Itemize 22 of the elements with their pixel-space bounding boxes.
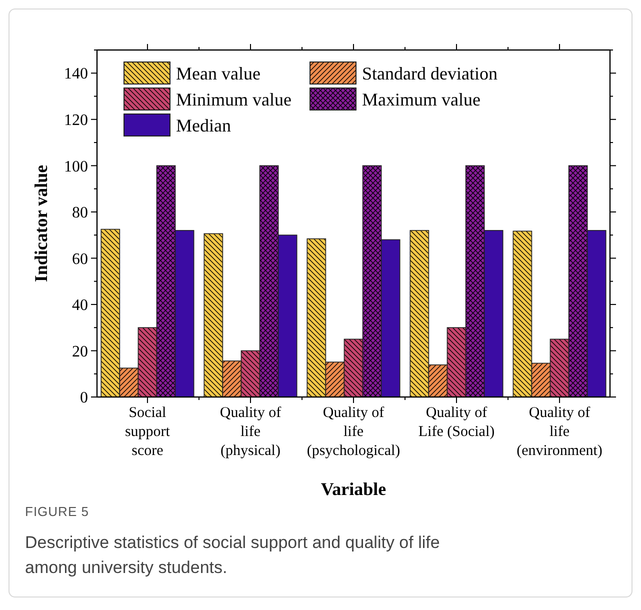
legend-label: Maximum value bbox=[362, 89, 480, 110]
y-tick-label: 120 bbox=[64, 112, 88, 129]
text: Descriptive statistics of social support and quality of life among university students. bbox=[25, 533, 440, 577]
y-tick-label: 100 bbox=[64, 158, 88, 176]
x-tick-label: Social support score bbox=[124, 405, 171, 459]
caption: FIGURE 5 bbox=[25, 504, 89, 519]
y-tick-label: 80 bbox=[72, 204, 88, 222]
y-tick-label: 140 bbox=[64, 66, 88, 83]
legend-label: Median bbox=[176, 115, 231, 136]
legend-label: Standard deviation bbox=[362, 63, 498, 84]
x-tick-label: Quality of life (environment) bbox=[516, 405, 602, 459]
legend-label: Minimum value bbox=[176, 89, 292, 110]
y-tick-label: 60 bbox=[72, 250, 88, 268]
legend-label: Mean value bbox=[176, 63, 260, 84]
y-tick-label: 20 bbox=[72, 343, 88, 360]
y-tick-label: 40 bbox=[72, 297, 88, 314]
y-axis-title: Indicator value bbox=[31, 164, 51, 282]
x-tick-label: Quality of Life (Social) bbox=[418, 405, 495, 440]
x-axis-title: Variable bbox=[320, 479, 386, 499]
x-tick-label: Quality of life (psychological) bbox=[306, 405, 400, 459]
y-tick-label: 0 bbox=[80, 390, 88, 407]
x-tick-label: Quality of life (physical) bbox=[220, 405, 282, 459]
